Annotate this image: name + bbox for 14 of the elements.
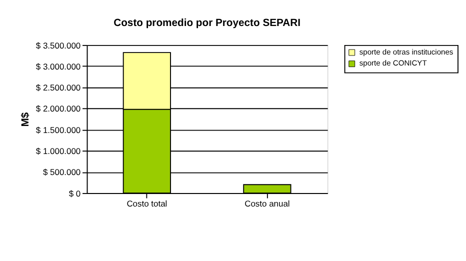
y-tick-label: $ 3.500.000 xyxy=(36,40,81,50)
y-tick-label: $ 1.000.000 xyxy=(36,146,81,156)
y-tick-label: $ 500.000 xyxy=(42,167,81,178)
legend-label: sporte de CONICYT xyxy=(359,58,428,68)
y-tick-label: $ 1.500.000 xyxy=(36,124,81,135)
y-tick-label: $ 2.000.000 xyxy=(36,104,81,114)
y-tick-label: $ 0 xyxy=(68,188,81,198)
y-tick-label: $ 2.500.000 xyxy=(36,82,81,93)
x-tick-label: Costo total xyxy=(126,198,168,209)
y-axis-title: M$ xyxy=(20,112,32,127)
legend-label: sporte de otras instituciones xyxy=(359,47,454,56)
y-tick-label: $ 3.000.000 xyxy=(36,61,81,72)
chart-title: Costo promedio por Proyecto SEPARI xyxy=(114,18,301,30)
x-tick-label: Costo anual xyxy=(244,198,290,209)
